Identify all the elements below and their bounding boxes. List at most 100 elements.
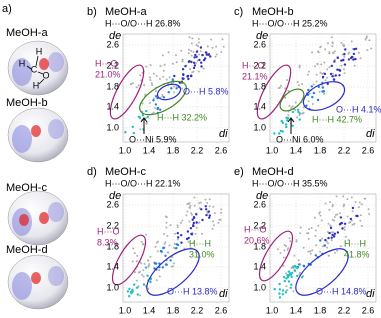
fingerprint-point bbox=[206, 45, 209, 48]
fingerprint-point bbox=[339, 216, 342, 219]
atom-label: H bbox=[33, 80, 40, 90]
fingerprint-point bbox=[278, 292, 281, 295]
fingerprint-point bbox=[324, 238, 327, 242]
region-ellipse bbox=[279, 88, 305, 112]
fingerprint-point bbox=[347, 52, 350, 55]
fingerprint-point bbox=[346, 215, 349, 218]
fingerprint-point bbox=[193, 196, 196, 199]
fingerprint-point bbox=[146, 115, 149, 119]
fingerprint-point bbox=[145, 109, 148, 113]
fingerprint-point bbox=[357, 206, 360, 209]
axis-label: de bbox=[109, 30, 121, 42]
fingerprint-point bbox=[302, 106, 305, 109]
fingerprint-point bbox=[308, 70, 310, 73]
fingerprint-point bbox=[298, 84, 300, 87]
fingerprint-point bbox=[176, 232, 179, 235]
fingerprint-point bbox=[318, 212, 321, 215]
fingerprint-point bbox=[354, 201, 357, 203]
fingerprint-point bbox=[170, 265, 173, 268]
molecule-label: MeOH-d bbox=[6, 244, 48, 256]
fingerprint-point bbox=[349, 217, 353, 221]
fingerprint-point bbox=[131, 260, 134, 263]
x-tick-label: 1.8 bbox=[167, 145, 180, 155]
fingerprint-point bbox=[360, 203, 363, 206]
y-tick-label: 1.0 bbox=[253, 122, 266, 132]
fingerprint-point bbox=[368, 39, 371, 42]
axis-label: di bbox=[366, 128, 375, 140]
fingerprint-point bbox=[346, 198, 349, 201]
fingerprint-point bbox=[210, 38, 212, 41]
plot-frame bbox=[269, 33, 377, 143]
fingerprint-point bbox=[205, 208, 208, 211]
fingerprint-point bbox=[208, 205, 211, 208]
y-tick-label: 2.2 bbox=[106, 220, 119, 230]
region-ellipse bbox=[139, 80, 187, 116]
fingerprint-point bbox=[128, 287, 131, 291]
fingerprint-point bbox=[161, 266, 164, 269]
fingerprint-point bbox=[323, 61, 326, 64]
fingerprint-point bbox=[343, 72, 346, 75]
fingerprint-point bbox=[310, 227, 313, 229]
fingerprint-point bbox=[279, 129, 282, 133]
fingerprint-point bbox=[287, 247, 290, 250]
fingerprint-point bbox=[161, 93, 164, 96]
arrow bbox=[140, 117, 148, 134]
fingerprint-point bbox=[171, 78, 174, 81]
fingerprint-panel: b) MeOH-aH···O/O···H 26.8% de di 1.0 1.0 1.4 1.… bbox=[87, 6, 230, 155]
fingerprint-point bbox=[278, 296, 282, 299]
fingerprint-point bbox=[330, 236, 333, 239]
fingerprint-point bbox=[189, 204, 192, 207]
fingerprint-point bbox=[199, 46, 203, 49]
y-tick-label: 1.4 bbox=[253, 101, 266, 111]
fingerprint-point bbox=[301, 83, 303, 86]
fingerprint-point bbox=[205, 53, 208, 56]
fingerprint-point bbox=[195, 213, 198, 216]
surface-red bbox=[39, 212, 49, 224]
fingerprint-point bbox=[142, 275, 145, 278]
fingerprint-point bbox=[162, 75, 164, 78]
fingerprint-point bbox=[336, 68, 339, 71]
x-tick-label: 2.2 bbox=[191, 145, 204, 155]
fingerprint-point bbox=[288, 237, 291, 240]
fingerprint-point bbox=[194, 232, 197, 235]
fingerprint-point bbox=[342, 58, 345, 62]
fingerprint-point bbox=[190, 60, 193, 64]
fingerprint-point bbox=[206, 201, 209, 204]
fingerprint-point bbox=[281, 293, 285, 296]
fingerprint-point bbox=[343, 68, 345, 71]
fingerprint-point bbox=[195, 221, 198, 224]
panel-title: MeOH-d bbox=[252, 166, 294, 178]
fingerprint-point bbox=[142, 269, 145, 272]
fingerprint-panel: c) MeOH-bH···O/O···H 25.2% de di 1.0 1.0 1.4 1.… bbox=[234, 6, 381, 155]
fingerprint-point bbox=[131, 125, 134, 128]
fingerprint-point bbox=[172, 85, 175, 88]
fingerprint-point bbox=[141, 114, 145, 117]
fingerprint-point bbox=[154, 245, 157, 248]
fingerprint-point bbox=[285, 245, 288, 247]
fingerprint-point bbox=[364, 38, 367, 41]
x-tick-label: 2.2 bbox=[338, 305, 351, 315]
fingerprint-point bbox=[294, 266, 298, 269]
fingerprint-point bbox=[302, 246, 305, 249]
plot-frame bbox=[269, 193, 377, 303]
fingerprint-point bbox=[208, 216, 211, 219]
fingerprint-point bbox=[350, 55, 354, 59]
fingerprint-point bbox=[138, 115, 141, 119]
fingerprint-point bbox=[137, 271, 140, 274]
fingerprint-point bbox=[320, 219, 323, 222]
fingerprint-point bbox=[208, 198, 211, 201]
fingerprint-point bbox=[192, 50, 195, 53]
fingerprint-point bbox=[328, 231, 331, 235]
fingerprint-point bbox=[198, 58, 201, 62]
fingerprint-point bbox=[195, 55, 198, 58]
fingerprint-point bbox=[291, 105, 294, 108]
region-annotation: H···H 42.7% bbox=[312, 114, 362, 124]
fingerprint-point bbox=[205, 213, 208, 217]
fingerprint-point bbox=[149, 101, 151, 104]
fingerprint-point bbox=[161, 54, 164, 57]
fingerprint-point bbox=[167, 51, 170, 54]
fingerprint-point bbox=[354, 47, 358, 50]
fingerprint-point bbox=[281, 121, 284, 124]
fingerprint-point bbox=[188, 206, 191, 209]
fingerprint-point bbox=[222, 45, 225, 48]
